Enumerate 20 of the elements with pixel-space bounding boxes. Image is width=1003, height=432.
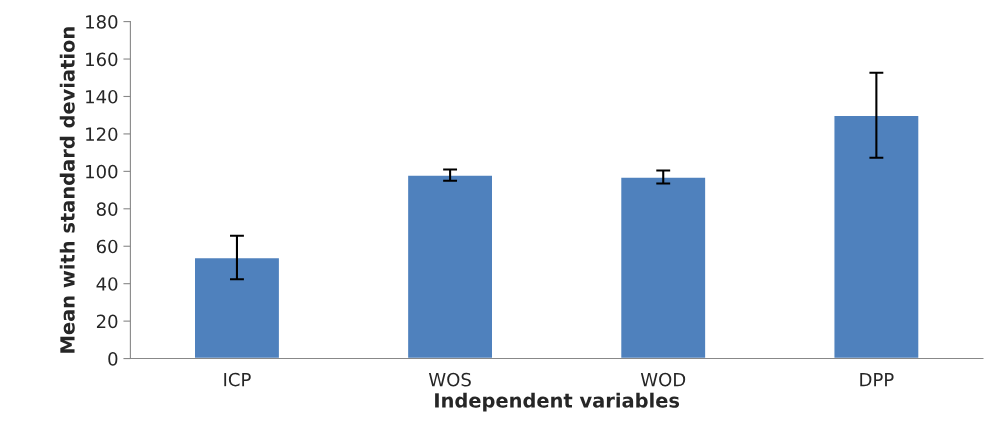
x-tick-label: WOS — [428, 372, 471, 387]
y-tick-label: 120 — [86, 127, 118, 142]
bar — [619, 176, 707, 359]
y-tick-label: 160 — [86, 52, 118, 67]
y-tick-label: 140 — [86, 89, 118, 104]
x-axis-title: Independent variables — [435, 392, 680, 412]
x-tick-label: WOD — [640, 372, 686, 387]
y-tick-label: 20 — [96, 314, 118, 329]
x-tick-label: DPP — [860, 373, 894, 387]
x-tick-label: ICP — [224, 372, 251, 387]
y-tick-label: 0 — [108, 352, 118, 366]
bar — [833, 114, 920, 359]
y-tick-label: 180 — [86, 15, 118, 29]
y-tick-label: 40 — [96, 277, 118, 291]
y-tick-label: 100 — [86, 164, 118, 179]
y-tick-label: 60 — [96, 239, 118, 254]
bar — [193, 256, 281, 359]
y-tick-label: 80 — [96, 202, 118, 216]
y-axis-title: Mean with standard deviation — [59, 27, 75, 353]
bar — [406, 174, 494, 359]
